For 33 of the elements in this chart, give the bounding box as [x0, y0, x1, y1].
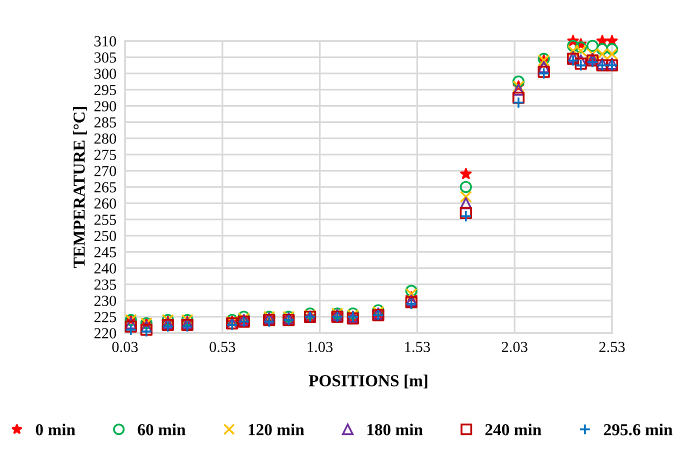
y-tick-label: 265 — [94, 182, 116, 192]
legend-label: 180 min — [367, 424, 423, 436]
y-tick-label: 290 — [94, 101, 116, 112]
legend-label: 0 min — [36, 424, 76, 436]
y-tick-label: 285 — [94, 117, 116, 128]
x-tick-label: 2.53 — [599, 342, 625, 352]
legend-label: 295.6 min — [604, 424, 673, 436]
y-tick-label: 305 — [94, 52, 116, 63]
y-tick-label: 270 — [94, 166, 116, 176]
y-tick-label: 240 — [94, 263, 116, 274]
y-axis-title: TEMPERATURE [°C] — [73, 107, 87, 268]
y-tick-label: 255 — [94, 214, 116, 225]
x-tick-label: 1.53 — [405, 342, 430, 352]
y-tick-label: 310 — [94, 36, 116, 46]
y-tick-label: 280 — [94, 133, 116, 144]
x-tick-label: 0.03 — [112, 342, 138, 352]
y-tick-label: 245 — [94, 247, 116, 258]
x-axis-title: POSITIONS [m] — [308, 374, 428, 388]
x-tick-label: 1.03 — [308, 342, 333, 352]
x-tick-label: 2.03 — [502, 342, 528, 352]
legend-label: 120 min — [248, 424, 304, 436]
legend-label: 240 min — [485, 424, 542, 436]
y-tick-label: 225 — [94, 312, 116, 322]
y-tick-label: 235 — [94, 280, 116, 290]
y-tick-label: 230 — [94, 296, 116, 306]
y-tick-label: 260 — [94, 198, 116, 209]
y-tick-label: 220 — [94, 328, 116, 338]
legend-label: 60 min — [138, 424, 186, 436]
x-tick-label: 0.53 — [210, 342, 236, 352]
y-tick-label: 275 — [94, 150, 116, 160]
y-tick-label: 295 — [94, 84, 116, 96]
y-tick-label: 300 — [94, 68, 116, 79]
y-tick-label: 250 — [94, 230, 116, 242]
